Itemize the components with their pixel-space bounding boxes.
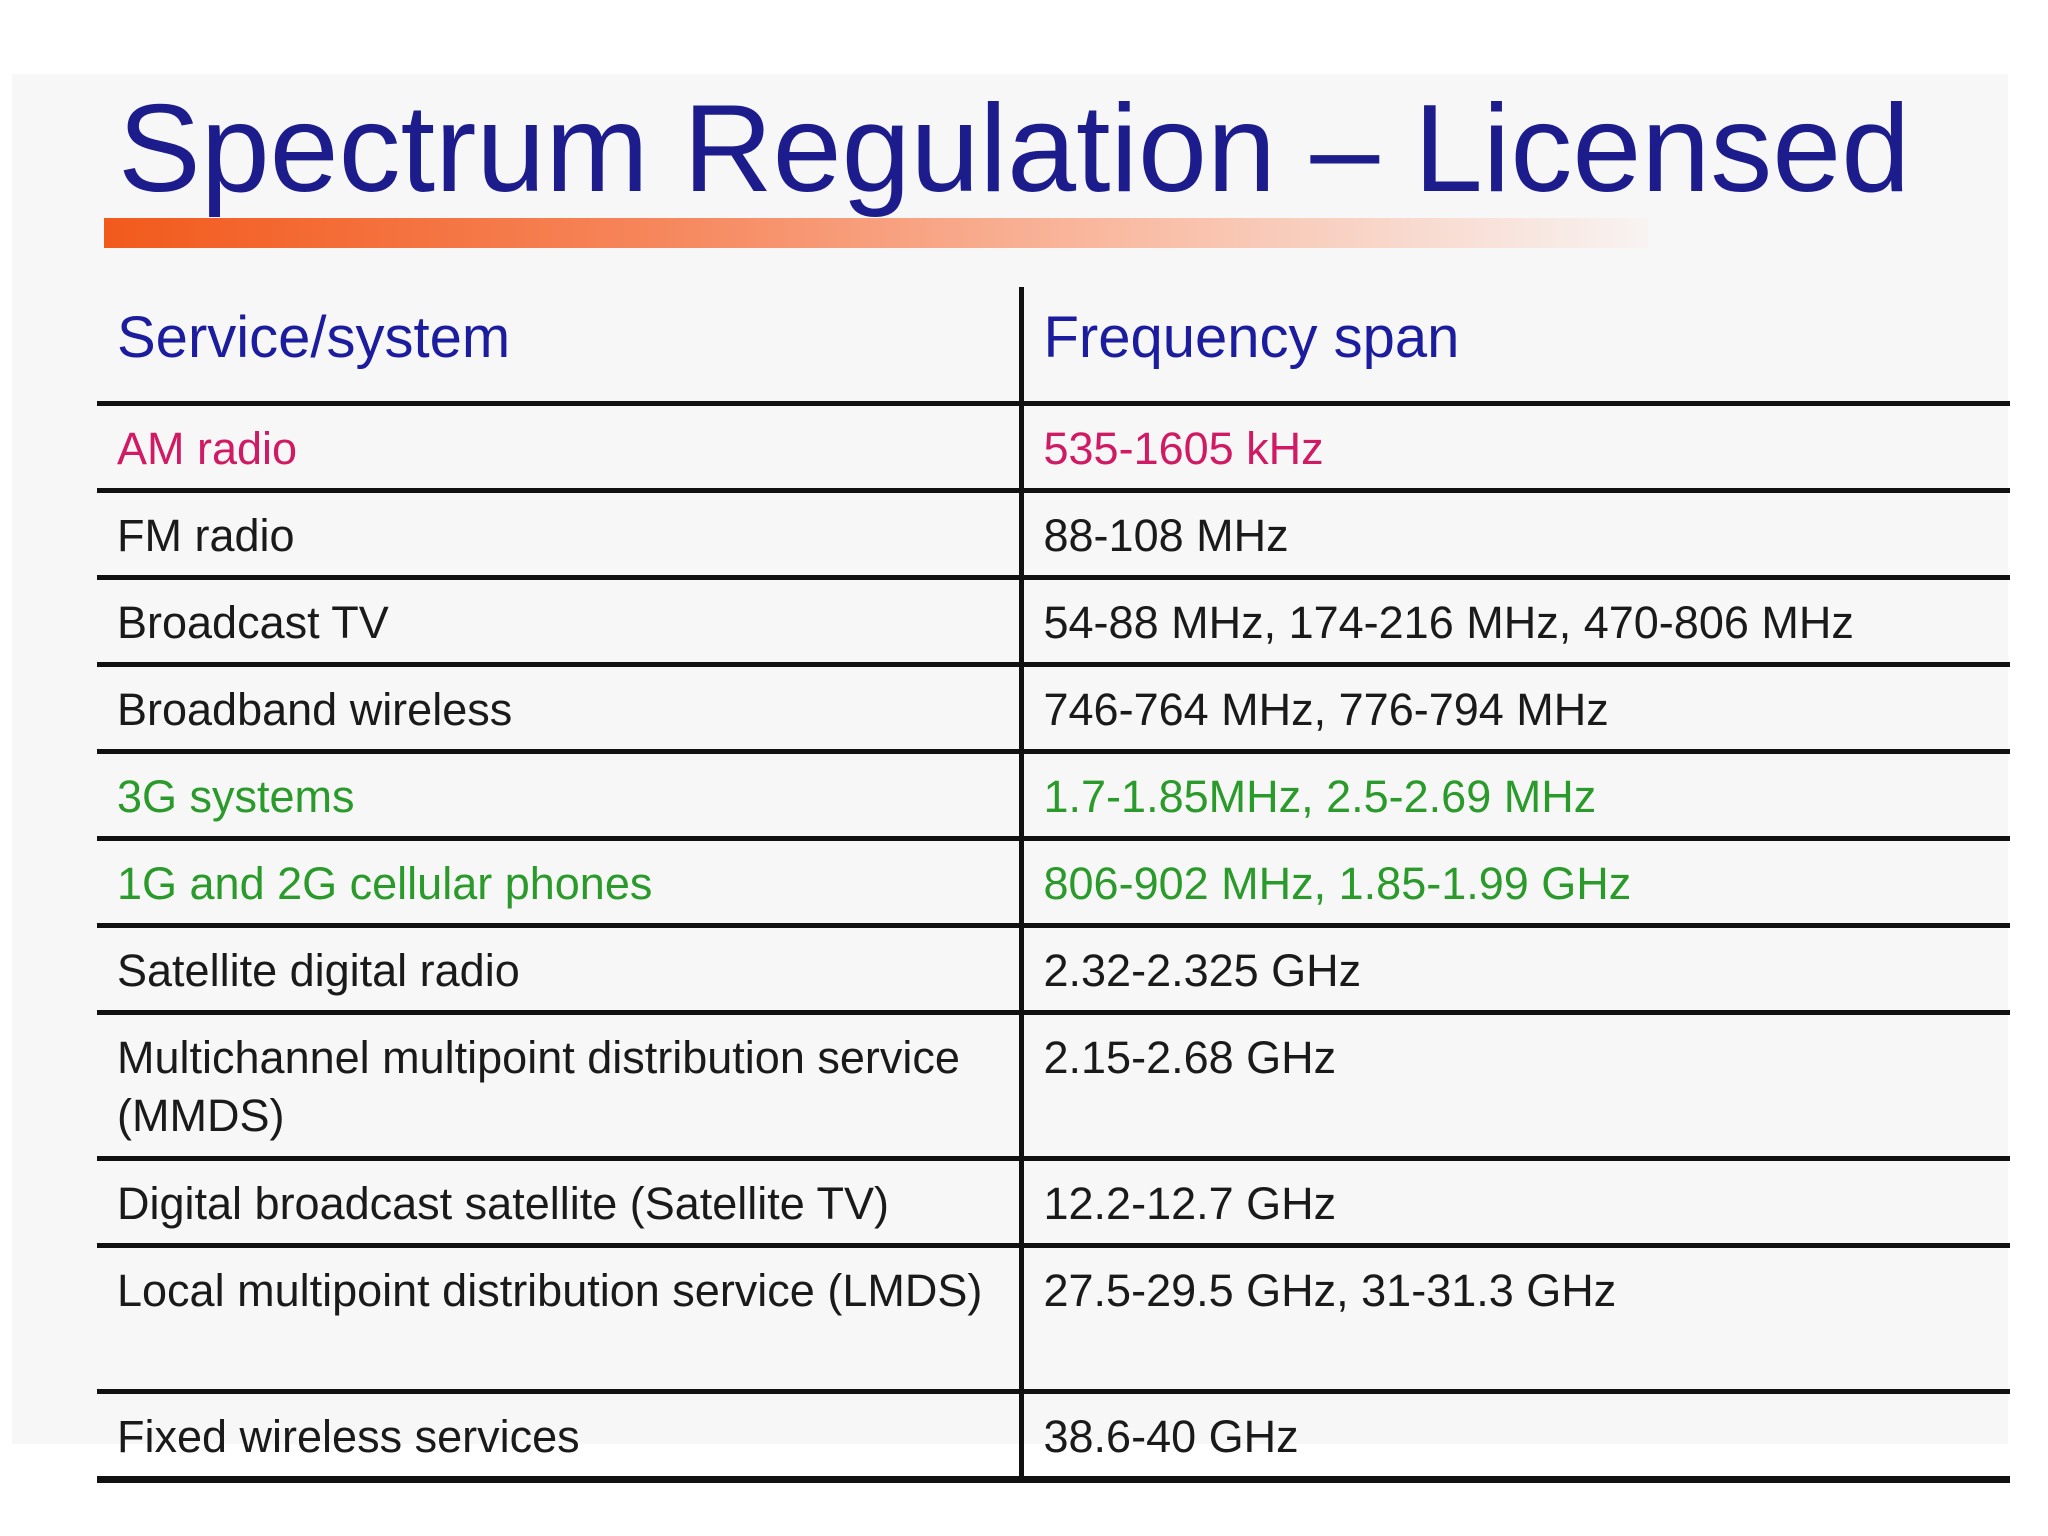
service-cell: AM radio (97, 403, 1024, 493)
table-row: Fixed wireless services 38.6-40 GHz (97, 1391, 2010, 1483)
frequency-cell: 2.15-2.68 GHz (1021, 1012, 2010, 1161)
spectrum-table: Service/system Frequency span AM radio 5… (97, 287, 2010, 1483)
frequency-cell: 54-88 MHz, 174-216 MHz, 470-806 MHz (1021, 577, 2010, 667)
service-cell: Broadband wireless (97, 664, 1024, 754)
service-cell: Multichannel multipoint distribution ser… (97, 1012, 1024, 1161)
header-service: Service/system (97, 287, 1024, 406)
table-row: Local multipoint distribution service (L… (97, 1245, 2010, 1394)
frequency-cell: 746-764 MHz, 776-794 MHz (1021, 664, 2010, 754)
table-row: Broadcast TV 54-88 MHz, 174-216 MHz, 470… (97, 577, 2010, 667)
frequency-cell: 1.7-1.85MHz, 2.5-2.69 MHz (1021, 751, 2010, 841)
slide: Spectrum Regulation – Licensed Service/s… (12, 74, 2010, 1483)
frequency-cell: 88-108 MHz (1021, 490, 2010, 580)
table-row: 1G and 2G cellular phones 806-902 MHz, 1… (97, 838, 2010, 928)
table-row: Digital broadcast satellite (Satellite T… (97, 1158, 2010, 1248)
header-frequency: Frequency span (1021, 287, 2010, 406)
slide-title: Spectrum Regulation – Licensed (118, 80, 1911, 218)
table-header-row: Service/system Frequency span (97, 287, 2010, 406)
frequency-cell: 12.2-12.7 GHz (1021, 1158, 2010, 1248)
service-cell: Fixed wireless services (97, 1391, 1024, 1483)
service-cell: Broadcast TV (97, 577, 1024, 667)
frequency-cell: 2.32-2.325 GHz (1021, 925, 2010, 1015)
table-row: AM radio 535-1605 kHz (97, 403, 2010, 493)
service-cell: 1G and 2G cellular phones (97, 838, 1024, 928)
table-row: FM radio 88-108 MHz (97, 490, 2010, 580)
frequency-cell: 38.6-40 GHz (1021, 1391, 2010, 1483)
table-row: Satellite digital radio 2.32-2.325 GHz (97, 925, 2010, 1015)
service-cell: 3G systems (97, 751, 1024, 841)
frequency-cell: 806-902 MHz, 1.85-1.99 GHz (1021, 838, 2010, 928)
table-row: Multichannel multipoint distribution ser… (97, 1012, 2010, 1161)
service-cell: Satellite digital radio (97, 925, 1024, 1015)
table-row: Broadband wireless 746-764 MHz, 776-794 … (97, 664, 2010, 754)
service-cell: Local multipoint distribution service (L… (97, 1245, 1024, 1394)
frequency-cell: 535-1605 kHz (1021, 403, 2010, 493)
spectrum-table-container: Service/system Frequency span AM radio 5… (97, 287, 2010, 1483)
title-underline (104, 218, 1648, 248)
service-cell: Digital broadcast satellite (Satellite T… (97, 1158, 1024, 1248)
service-cell: FM radio (97, 490, 1024, 580)
table-row: 3G systems 1.7-1.85MHz, 2.5-2.69 MHz (97, 751, 2010, 841)
frequency-cell: 27.5-29.5 GHz, 31-31.3 GHz (1021, 1245, 2010, 1394)
